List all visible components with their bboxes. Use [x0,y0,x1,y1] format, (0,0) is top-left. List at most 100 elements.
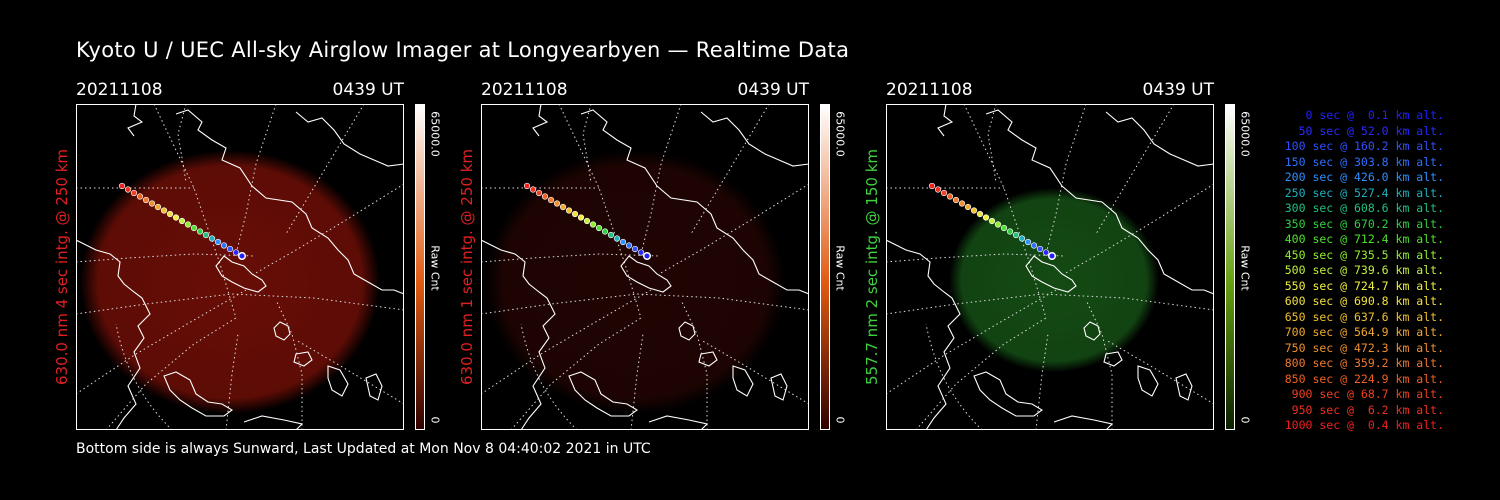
trajectory-legend-item: 700 sec @ 564.9 km alt. [1277,325,1444,339]
trajectory-point [226,245,234,253]
coastline [175,109,404,295]
panel-date: 20211108 [76,80,163,100]
map-grid-line [177,104,187,183]
trajectory-legend-item: 550 sec @ 724.7 km alt. [1277,278,1444,293]
side-label-text: 630.0 nm 1 sec intg. @ 250 km [458,148,476,386]
allsky-map [76,104,404,430]
coastline [678,321,696,341]
trajectory-point [553,200,561,207]
coastline [293,351,313,367]
trajectory-point [601,228,609,235]
coastline [770,373,788,401]
trajectory-point [535,189,543,197]
trajectory-point [202,231,210,239]
trajectory-point [148,200,156,207]
footpoint-circle-icon [238,252,246,260]
colorbar-max-label: 65000.0 [1238,111,1252,157]
airglow-panel-630nm-1sec: 20211108 0439 UT 630.0 nm 1 sec intg. @ … [458,80,881,440]
panel-side-label: 630.0 nm 1 sec intg. @ 250 km [457,104,477,430]
map-grid-line [700,339,809,405]
trajectory-legend-item: 600 sec @ 690.8 km alt. [1277,294,1444,308]
map-grid-line [987,104,997,183]
trajectory-legend-item: 150 sec @ 303.8 km alt. [1277,154,1444,169]
trajectory-point [166,210,174,218]
trajectory-legend-item: 50 sec @ 52.0 km alt. [1284,123,1444,138]
trajectory-point [595,224,603,232]
trajectory-point [214,238,222,246]
trajectory-point [130,189,138,197]
trajectory-point [643,252,651,260]
trajectory-point [589,221,597,228]
trajectory-legend-item: 900 sec @ 68.7 km alt. [1284,387,1444,401]
airglow-panel-630nm-4sec: 20211108 0439 UT 630.0 nm 4 sec intg. @ … [53,80,476,440]
trajectory-legend-item: 750 sec @ 472.3 km alt. [1277,340,1444,355]
map-frame [886,104,1214,430]
trajectory-legend: 0 sec @ 0.1 km alt. 50 sec @ 52.0 km alt… [1262,108,1444,434]
trajectory-point [619,238,627,246]
map-grid-line [886,289,1057,395]
map-grid-line [481,289,652,395]
trajectory-point [934,186,942,193]
colorbar-max-label: 65000.0 [428,111,442,157]
coastline [937,104,954,137]
page-title: Kyoto U / UEC All-sky Airglow Imager at … [76,38,850,62]
coastline [1105,111,1214,167]
colorbar-unit-label: Raw Cnt [1238,245,1252,291]
trajectory-point [1036,245,1044,253]
footpoint-circle-icon [643,252,651,260]
trajectory-legend-item: 950 sec @ 6.2 km alt. [1284,402,1444,417]
coastline [732,365,754,397]
colorbar-max-label: 65000.0 [833,111,847,157]
trajectory-point [946,193,954,200]
panel-date: 20211108 [886,80,973,100]
trajectory-legend-item: 850 sec @ 224.9 km alt. [1277,371,1444,386]
trajectory-point [547,196,555,204]
airglow-image [949,187,1159,373]
map-grid-line [1035,333,1049,430]
coastline [580,109,809,295]
trajectory-point [565,207,573,214]
trajectory-point [607,231,615,239]
trajectory-point [637,249,645,256]
trajectory-point [1006,228,1014,235]
trajectory-legend-item: 300 sec @ 608.6 km alt. [1277,201,1444,215]
side-label-text: 630.0 nm 4 sec intg. @ 250 km [53,148,71,386]
trajectory-legend-item: 1000 sec @ 0.4 km alt. [1284,418,1444,432]
coastline [1083,321,1101,341]
trajectory-point [1018,235,1026,242]
coastline [620,255,672,293]
map-grid-line [582,104,592,183]
airglow-image [80,150,380,414]
colorbar-min-label: 0 [833,416,847,424]
panel-side-label: 557.7 nm 2 sec intg. @ 150 km [862,104,882,430]
colorbar-min-label: 0 [428,416,442,424]
trajectory-legend-item: 450 sec @ 735.5 km alt. [1277,247,1444,262]
coastline [163,371,233,417]
coastline [985,109,1214,295]
map-grid-line [235,104,277,255]
coastline [1025,255,1077,293]
colorbar-min-label: 0 [1238,416,1252,424]
coastline [273,321,291,341]
allsky-map [481,104,809,430]
map-frame [481,104,809,430]
trajectory-point [124,186,132,193]
panel-time: 0439 UT [737,80,810,100]
trajectory-legend-item: 250 sec @ 527.4 km alt. [1277,185,1444,200]
trajectory-point [1048,252,1056,260]
trajectory-point [577,214,585,221]
trajectory-point [988,217,996,225]
trajectory-point [220,242,228,249]
coastline [215,255,267,293]
trajectory-point [172,214,180,221]
trajectory-point [232,249,240,256]
panel-date: 20211108 [481,80,568,100]
trajectory-point [154,203,162,211]
colorbar [1225,104,1235,430]
map-grid-line [630,333,644,430]
trajectory-point [238,252,246,260]
map-grid-line [76,289,247,395]
map-grid-line [640,104,682,255]
coastline [127,104,144,137]
trajectory-point [583,217,591,225]
